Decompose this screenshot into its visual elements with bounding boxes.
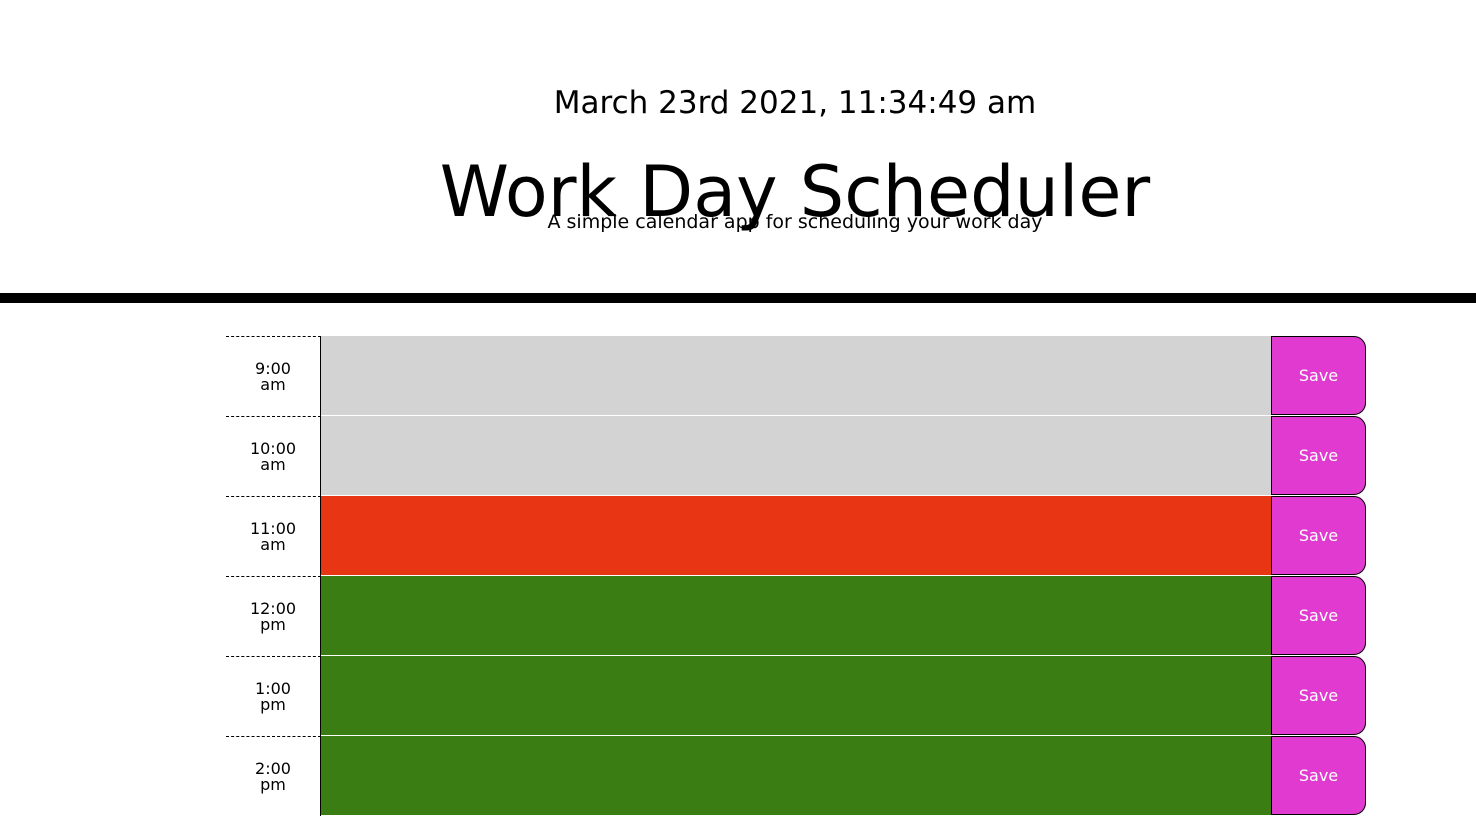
save-button[interactable]: Save <box>1271 496 1366 575</box>
header: March 23rd 2021, 11:34:49 am Work Day Sc… <box>0 0 1476 293</box>
event-description-input[interactable] <box>321 336 1271 416</box>
hour-label: 1:00 pm <box>226 656 321 736</box>
save-button[interactable]: Save <box>1271 576 1366 655</box>
event-description-input[interactable] <box>321 576 1271 656</box>
time-block-row: 11:00 am Save <box>226 496 1366 576</box>
event-description-input[interactable] <box>321 656 1271 736</box>
time-block-row: 2:00 pm Save <box>226 736 1366 816</box>
event-description-input[interactable] <box>321 416 1271 496</box>
page-title: Work Day Scheduler <box>439 150 1151 233</box>
header-divider <box>0 293 1476 303</box>
time-block-row: 12:00 pm Save <box>226 576 1366 656</box>
time-block-row: 9:00 am Save <box>226 336 1366 416</box>
hour-label: 2:00 pm <box>226 736 321 816</box>
time-block-row: 1:00 pm Save <box>226 656 1366 736</box>
save-button[interactable]: Save <box>1271 416 1366 495</box>
time-block-row: 10:00 am Save <box>226 416 1366 496</box>
save-button[interactable]: Save <box>1271 656 1366 735</box>
save-button[interactable]: Save <box>1271 736 1366 815</box>
current-day: March 23rd 2021, 11:34:49 am <box>553 85 1037 121</box>
event-description-input[interactable] <box>321 496 1271 576</box>
save-button[interactable]: Save <box>1271 336 1366 415</box>
hour-label: 10:00 am <box>226 416 321 496</box>
event-description-input[interactable] <box>321 736 1271 816</box>
hour-label: 9:00 am <box>226 336 321 416</box>
hour-label: 11:00 am <box>226 496 321 576</box>
hour-label: 12:00 pm <box>226 576 321 656</box>
page-subtitle: A simple calendar app for scheduling you… <box>547 211 1043 233</box>
schedule: 9:00 am Save 10:00 am Save 11:00 am Save… <box>226 336 1366 816</box>
